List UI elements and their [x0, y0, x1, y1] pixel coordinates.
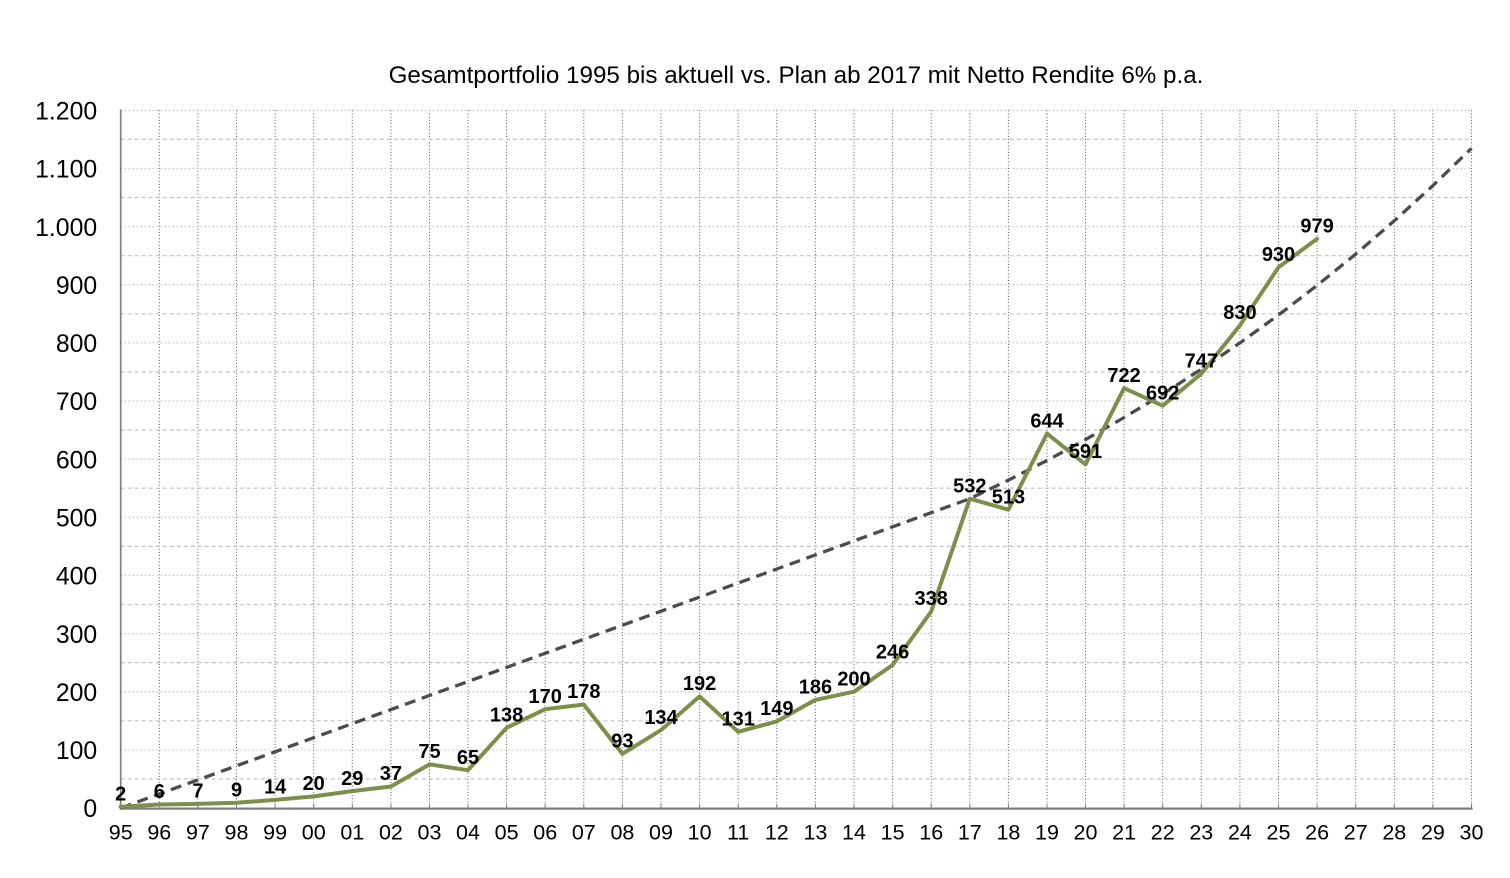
svg-text:830: 830 [1223, 302, 1256, 324]
svg-text:200: 200 [56, 680, 97, 707]
svg-text:10: 10 [688, 821, 712, 845]
svg-text:93: 93 [611, 731, 633, 753]
svg-text:1.000: 1.000 [35, 215, 97, 242]
svg-text:29: 29 [341, 768, 363, 790]
svg-text:9: 9 [231, 780, 242, 802]
svg-text:1.100: 1.100 [35, 157, 97, 184]
svg-text:19: 19 [1035, 821, 1059, 845]
svg-text:75: 75 [418, 741, 440, 763]
svg-text:08: 08 [610, 821, 634, 845]
svg-text:14: 14 [842, 821, 866, 845]
svg-text:186: 186 [799, 677, 832, 699]
svg-text:644: 644 [1030, 410, 1064, 432]
svg-text:06: 06 [533, 821, 557, 845]
svg-text:400: 400 [56, 564, 97, 591]
svg-text:09: 09 [649, 821, 673, 845]
svg-text:25: 25 [1267, 821, 1291, 845]
svg-text:192: 192 [683, 673, 716, 695]
svg-text:27: 27 [1344, 821, 1368, 845]
svg-text:05: 05 [495, 821, 519, 845]
svg-text:00: 00 [302, 821, 326, 845]
svg-text:21: 21 [1112, 821, 1136, 845]
svg-text:300: 300 [56, 622, 97, 649]
svg-text:6: 6 [154, 781, 165, 803]
svg-text:30: 30 [1460, 821, 1484, 845]
svg-text:134: 134 [644, 707, 678, 729]
svg-text:14: 14 [264, 777, 287, 799]
svg-text:930: 930 [1262, 244, 1295, 266]
svg-text:99: 99 [263, 821, 287, 845]
svg-text:900: 900 [56, 273, 97, 300]
svg-text:500: 500 [56, 506, 97, 533]
svg-text:13: 13 [803, 821, 827, 845]
svg-text:16: 16 [919, 821, 943, 845]
svg-text:12: 12 [765, 821, 789, 845]
svg-text:37: 37 [380, 763, 402, 785]
svg-text:17: 17 [958, 821, 982, 845]
svg-text:747: 747 [1185, 350, 1218, 372]
svg-text:513: 513 [992, 486, 1025, 508]
svg-text:149: 149 [760, 698, 793, 720]
svg-text:591: 591 [1069, 441, 1102, 463]
svg-text:722: 722 [1107, 365, 1140, 387]
svg-text:532: 532 [953, 475, 986, 497]
svg-text:26: 26 [1305, 821, 1329, 845]
svg-text:96: 96 [147, 821, 171, 845]
svg-text:Gesamtportfolio 1995 bis aktue: Gesamtportfolio 1995 bis aktuell vs. Pla… [389, 62, 1204, 89]
svg-text:98: 98 [225, 821, 249, 845]
svg-text:1.200: 1.200 [35, 99, 97, 126]
svg-text:01: 01 [340, 821, 364, 845]
svg-text:170: 170 [529, 686, 562, 708]
svg-text:246: 246 [876, 642, 909, 664]
svg-text:95: 95 [109, 821, 133, 845]
svg-text:29: 29 [1421, 821, 1445, 845]
svg-text:692: 692 [1146, 382, 1179, 404]
svg-text:338: 338 [915, 588, 948, 610]
svg-text:97: 97 [186, 821, 210, 845]
svg-text:65: 65 [457, 747, 479, 769]
svg-text:28: 28 [1382, 821, 1406, 845]
svg-text:131: 131 [722, 709, 755, 731]
svg-text:15: 15 [881, 821, 905, 845]
svg-text:07: 07 [572, 821, 596, 845]
svg-text:700: 700 [56, 389, 97, 416]
svg-text:178: 178 [567, 681, 600, 703]
svg-text:18: 18 [996, 821, 1020, 845]
svg-text:2: 2 [115, 784, 126, 806]
svg-text:800: 800 [56, 331, 97, 358]
svg-text:100: 100 [56, 738, 97, 765]
svg-text:7: 7 [192, 781, 203, 803]
svg-text:23: 23 [1189, 821, 1213, 845]
svg-text:979: 979 [1300, 216, 1333, 238]
svg-text:03: 03 [418, 821, 442, 845]
svg-text:138: 138 [490, 705, 523, 727]
svg-text:20: 20 [303, 773, 325, 795]
svg-text:22: 22 [1151, 821, 1175, 845]
svg-text:200: 200 [837, 668, 870, 690]
svg-text:600: 600 [56, 447, 97, 474]
svg-text:0: 0 [83, 796, 97, 823]
svg-text:11: 11 [727, 821, 749, 845]
svg-text:20: 20 [1074, 821, 1098, 845]
svg-text:24: 24 [1228, 821, 1252, 845]
svg-text:02: 02 [379, 821, 403, 845]
svg-text:04: 04 [456, 821, 480, 845]
